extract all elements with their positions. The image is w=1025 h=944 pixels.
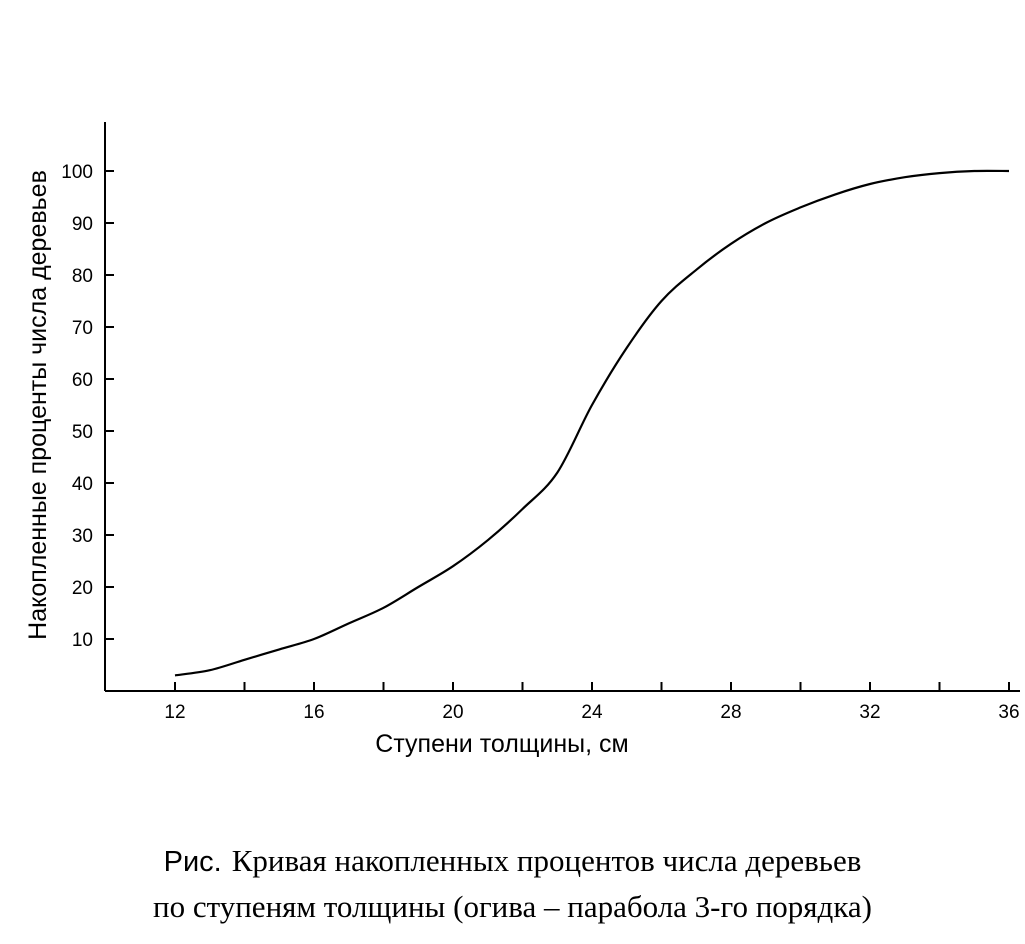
y-tick-label: 90 [72,214,93,235]
x-axis-title: Ступени толщины, см [375,730,628,758]
figure-caption-line-1: Рис. Кривая накопленных процентов числа д… [0,843,1025,879]
y-tick-label: 80 [72,266,93,287]
x-tick-label: 36 [998,702,1019,723]
y-tick-label: 60 [72,370,93,391]
y-tick-label: 40 [72,474,93,495]
x-tick-label: 28 [720,702,741,723]
ticks: 12 16 20 24 28 32 36 10 20 30 40 50 60 70 80 90 100 [61,162,1019,723]
y-tick-label: 10 [72,630,93,651]
axes [104,122,1020,692]
x-tick-label: 12 [164,702,185,723]
y-tick-label: 100 [61,162,93,183]
y-tick-label: 20 [72,578,93,599]
y-axis-title: Накопленные проценты числа деревьев [24,170,52,640]
x-tick-label: 20 [442,702,463,723]
x-tick-label: 24 [581,702,603,723]
series [174,169,1010,677]
x-tick-label: 32 [859,702,880,723]
figure-caption-prefix: Рис. [163,846,222,878]
series-line [174,169,1010,677]
x-tick-label: 16 [303,702,324,723]
figure-caption-line-2: по ступеням толщины (огива – парабола 3-… [152,889,872,924]
y-tick-label: 70 [72,318,93,339]
y-tick-label: 50 [72,422,93,443]
figure-caption-text-1: Кривая накопленных процентов числа дерев… [231,843,862,878]
y-tick-label: 30 [72,526,93,547]
ogive-chart: 12 16 20 24 28 32 36 10 20 30 40 50 60 70 80 90 100 Нако… [24,122,1020,758]
